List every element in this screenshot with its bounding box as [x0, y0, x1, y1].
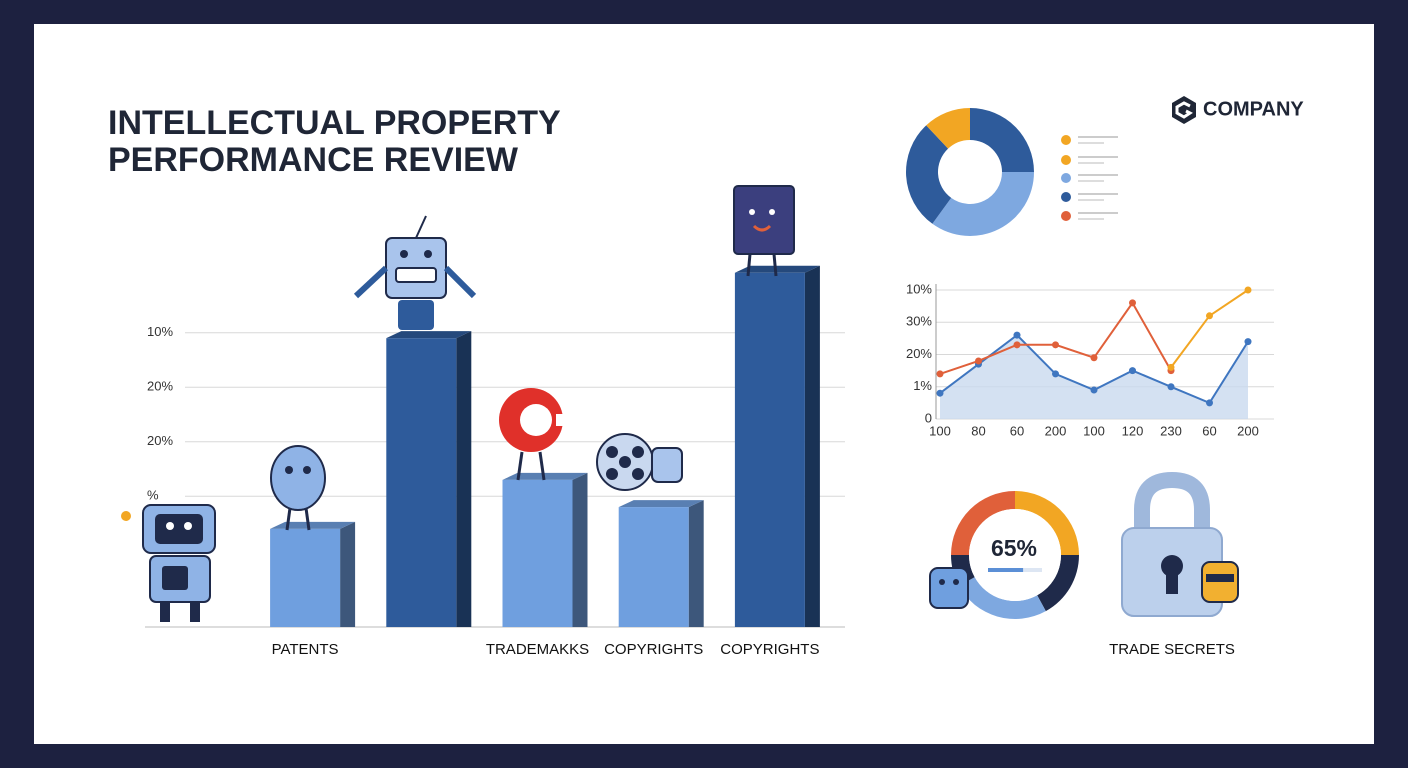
- series-point: [1013, 341, 1021, 349]
- series-point: [1129, 299, 1136, 307]
- bar-side: [456, 331, 472, 627]
- ring-segment: [958, 577, 1046, 619]
- series-point: [1052, 341, 1059, 349]
- bar-top: [502, 472, 588, 480]
- series-point: [936, 370, 944, 378]
- x-tick-label: 100: [929, 423, 951, 438]
- y-tick-label: %: [147, 488, 159, 503]
- ring-segment: [951, 491, 1015, 555]
- bar: [502, 479, 573, 627]
- lock-label: TRADE SECRETS: [1109, 641, 1235, 658]
- robot-patents: [270, 445, 326, 531]
- series-point: [1167, 383, 1175, 391]
- series-point: [1013, 331, 1021, 339]
- bar-side: [572, 472, 588, 627]
- bar: [386, 338, 457, 627]
- title-line: INTELLECTUAL PROPERTY: [108, 104, 561, 142]
- ring-segment: [906, 125, 952, 224]
- y-tick-label: 30%: [906, 314, 932, 329]
- bar-top: [270, 521, 356, 529]
- series-point: [1167, 363, 1175, 371]
- y-tick-label: 20%: [147, 433, 173, 448]
- x-tick-label: COPYRIGHTS: [604, 641, 703, 658]
- series-point: [1206, 399, 1213, 407]
- series-point: [1090, 354, 1098, 362]
- bar: [734, 272, 805, 627]
- x-tick-label: 60: [1010, 423, 1024, 438]
- bar: [270, 528, 341, 627]
- plot-layer: % 20% 20% 10% PATENTS TRADEMAKKS COPYRIGHTS COP…: [145, 108, 1274, 658]
- y-tick-label: 20%: [147, 379, 173, 394]
- bar-side: [340, 521, 356, 627]
- x-tick-label: PATENTS: [272, 641, 339, 658]
- x-tick-label: 200: [1045, 423, 1067, 438]
- ring-segment: [1037, 555, 1079, 612]
- x-tick-label: 200: [1237, 423, 1259, 438]
- bar-top: [734, 265, 820, 273]
- legend-decoration: [1061, 135, 1118, 221]
- series-area: [940, 335, 1248, 419]
- series-point: [975, 357, 982, 365]
- ring-segment: [1015, 491, 1079, 555]
- trademark-icon: [499, 388, 590, 481]
- y-tick-label: 0: [925, 410, 932, 425]
- robot-left: [121, 504, 216, 622]
- y-tick-label: 1%: [913, 378, 932, 393]
- series-point: [1129, 367, 1136, 375]
- series-point: [1206, 312, 1213, 320]
- bar: [618, 507, 689, 627]
- robot-top: [353, 215, 477, 330]
- gauge-bar: [988, 568, 1024, 572]
- x-tick-label: TRADEMAKKS: [486, 641, 589, 658]
- x-tick-label: 230: [1160, 423, 1182, 438]
- title-line: PERFORMANCE REVIEW: [108, 141, 519, 179]
- series-point: [1244, 338, 1252, 346]
- book-icon: [733, 185, 795, 277]
- brand-logo: [1172, 96, 1196, 124]
- y-tick-label: 10%: [147, 324, 173, 339]
- series-point: [1244, 286, 1252, 294]
- ring-segment: [970, 108, 1034, 172]
- gauge-value: 65%: [991, 535, 1037, 561]
- y-tick-label: 10%: [906, 281, 932, 296]
- ring-segment: [926, 108, 970, 149]
- ring-segment: [932, 172, 1034, 237]
- series-point: [936, 389, 944, 397]
- series-point: [1090, 386, 1098, 394]
- bar-side: [688, 500, 704, 627]
- x-tick-label: 100: [1083, 423, 1105, 438]
- series-point: [1052, 370, 1059, 378]
- x-tick-label: COPYRIGHTS: [720, 641, 819, 658]
- gauge-hole: [969, 509, 1061, 601]
- y-tick-label: 20%: [906, 346, 932, 361]
- x-tick-label: 80: [971, 423, 985, 438]
- bar-top: [618, 500, 704, 508]
- brand-name: COMPANY: [1203, 98, 1304, 120]
- bar-top: [386, 331, 472, 339]
- film-reel-icon: [596, 433, 683, 491]
- robot-gauge: [929, 567, 969, 609]
- lock-icon: [1121, 471, 1239, 617]
- bar-side: [804, 265, 820, 627]
- x-tick-label: 120: [1122, 423, 1144, 438]
- x-tick-label: 60: [1202, 423, 1216, 438]
